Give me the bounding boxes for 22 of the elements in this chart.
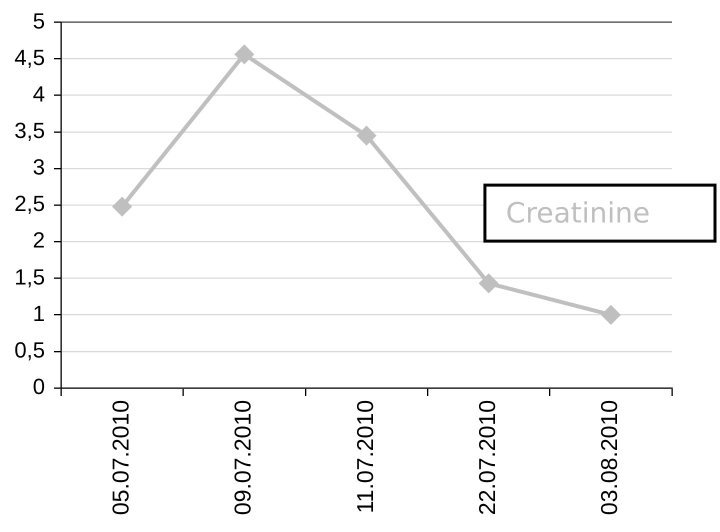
y-tick-label: 2,5	[14, 191, 45, 216]
y-tick-label: 3,5	[14, 118, 45, 144]
point	[600, 304, 621, 325]
y-tick-label: 0,5	[14, 337, 45, 362]
x-tick-label: 09.07.2010	[230, 400, 256, 516]
x-tick-label: 22.07.2010	[474, 400, 500, 516]
x-tick-label: 05.07.2010	[107, 400, 134, 516]
x-tick-label: 11.07.2010	[352, 400, 378, 514]
point	[478, 273, 499, 294]
y-tick-label: 4,5	[14, 44, 45, 70]
y-tick-label: 0	[32, 374, 45, 400]
y-tick-label: 1	[32, 300, 45, 326]
point	[112, 196, 132, 217]
y-tick-label: 3	[32, 154, 45, 180]
y-tick-label: 1,5	[14, 264, 45, 290]
y-tick-label: 4	[32, 81, 45, 106]
series-label: Creatinine	[506, 196, 650, 230]
point	[356, 126, 376, 146]
x-tick-label: 03.08.2010	[596, 400, 622, 516]
y-tick-label: 5	[32, 8, 45, 34]
y-tick-label: 2	[32, 228, 45, 253]
point	[234, 44, 254, 64]
